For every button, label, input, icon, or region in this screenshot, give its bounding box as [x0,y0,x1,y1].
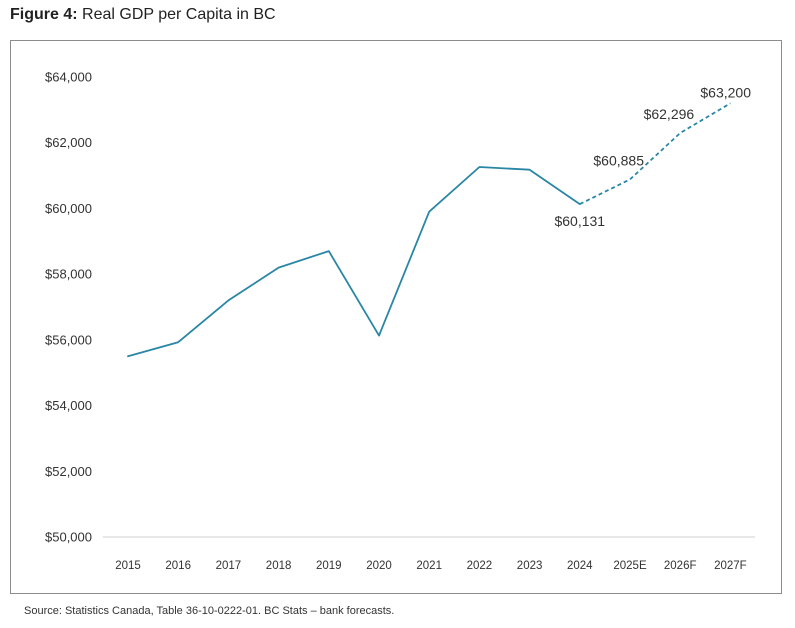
data-label: $62,296 [644,106,695,122]
y-tick-label: $52,000 [45,464,92,479]
x-tick-label: 2019 [316,560,342,572]
chart-frame [10,40,782,594]
data-label: $63,200 [700,84,751,100]
x-tick-label: 2023 [517,560,543,572]
actual-series-line [127,166,581,358]
y-tick-label: $54,000 [45,398,92,413]
x-tick-label: 2015 [115,560,141,572]
y-tick-label: $60,000 [45,201,92,216]
x-tick-label: 2018 [266,560,292,572]
x-tick-label: 2020 [366,560,392,572]
figure-label: Figure 4: [10,6,78,23]
x-tick-label: 2026F [664,560,697,572]
y-tick-label: $56,000 [45,332,92,347]
y-tick-label: $58,000 [45,267,92,282]
x-tick-label: 2024 [567,560,593,572]
x-tick-label: 2027F [714,560,747,572]
x-tick-label: 2025E [613,560,647,572]
data-label: $60,131 [554,213,605,229]
x-tick-label: 2016 [165,560,191,572]
figure-title: Figure 4: Real GDP per Capita in BC [10,6,276,24]
source-note: Source: Statistics Canada, Table 36-10-0… [24,605,395,617]
y-tick-label: $64,000 [45,70,92,85]
figure-title-text: Real GDP per Capita in BC [82,6,276,23]
x-tick-label: 2017 [216,560,242,572]
y-tick-label: $50,000 [45,530,92,545]
y-tick-label: $62,000 [45,135,92,150]
data-label: $60,885 [593,152,644,168]
x-tick-label: 2021 [416,560,442,572]
x-tick-label: 2022 [467,560,493,572]
